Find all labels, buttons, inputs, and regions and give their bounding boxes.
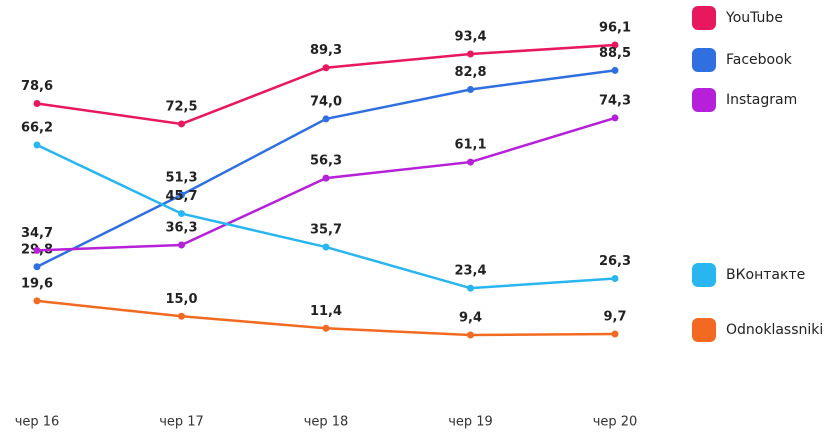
x-tick-label: чер 19 [448, 415, 493, 430]
data-label: 34,7 [21, 226, 53, 241]
data-label: 9,4 [459, 311, 482, 326]
legend-label: YouTube [725, 10, 783, 26]
legend-icon [692, 88, 716, 112]
point [611, 274, 619, 282]
point [611, 66, 619, 74]
point [611, 330, 619, 338]
point [467, 50, 474, 58]
data-label: 74,0 [310, 94, 342, 109]
point [467, 158, 474, 166]
point [322, 174, 330, 182]
point [322, 64, 330, 72]
point [33, 297, 41, 305]
point [33, 263, 41, 271]
point [33, 100, 41, 108]
data-label: 66,2 [21, 121, 53, 136]
data-label: 9,7 [603, 309, 626, 324]
data-label: 56,3 [310, 154, 342, 169]
x-tick-label: чер 17 [159, 415, 204, 430]
data-label: 72,5 [165, 99, 197, 114]
data-label: 23,4 [454, 264, 486, 279]
data-label: 96,1 [599, 21, 631, 36]
point [178, 191, 185, 199]
data-label: 89,3 [310, 43, 342, 58]
data-label: 93,4 [454, 30, 486, 45]
point [33, 246, 41, 254]
legend-icon [692, 318, 716, 342]
point [322, 324, 330, 332]
data-label: 51,3 [165, 170, 197, 185]
x-tick-label: чер 16 [15, 415, 60, 430]
point [322, 115, 330, 123]
point [178, 312, 185, 320]
point [178, 210, 185, 218]
point [178, 241, 185, 249]
legend-label: Instagram [726, 92, 797, 108]
point [467, 331, 474, 339]
data-label: 15,0 [165, 292, 197, 307]
data-label: 45,7 [165, 189, 197, 204]
data-label: 11,4 [310, 304, 342, 319]
legend-icon [692, 263, 716, 287]
data-label: 26,3 [599, 254, 631, 269]
data-label: 36,3 [165, 221, 197, 236]
x-tick-label: чер 18 [304, 415, 349, 430]
legend-icon [692, 48, 716, 72]
point [611, 114, 619, 122]
point [33, 141, 41, 149]
legend-icon [692, 6, 716, 30]
legend-label: Facebook [726, 52, 793, 68]
data-label: 35,7 [310, 223, 342, 238]
x-tick-label: чер 20 [593, 415, 638, 430]
data-label: 74,3 [599, 93, 631, 108]
data-label: 82,8 [454, 65, 486, 80]
point [611, 41, 619, 49]
data-label: 88,5 [599, 46, 631, 61]
point [467, 85, 474, 93]
point [178, 120, 185, 128]
legend-label: ВКонтакте [726, 267, 805, 283]
data-label: 78,6 [21, 79, 53, 94]
point [467, 284, 474, 292]
point [322, 243, 330, 251]
data-label: 19,6 [21, 276, 53, 291]
legend-label: Odnoklassniki [726, 322, 823, 338]
data-label: 61,1 [454, 138, 486, 153]
